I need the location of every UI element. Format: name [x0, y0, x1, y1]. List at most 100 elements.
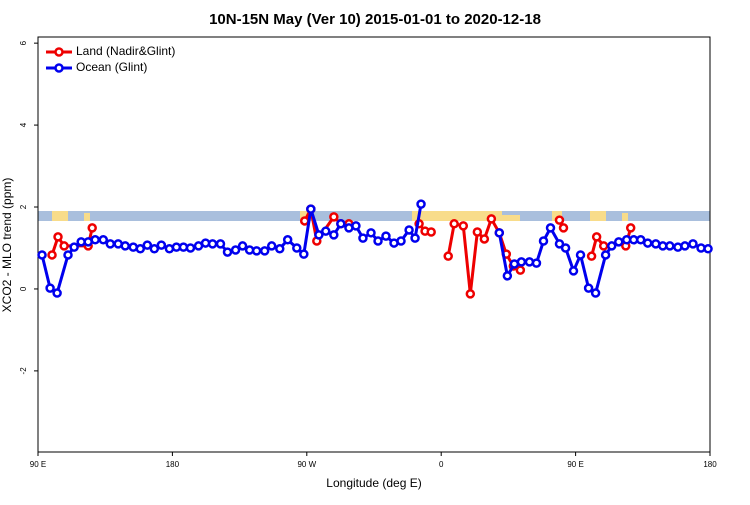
data-point	[237, 241, 248, 251]
data-point	[87, 223, 97, 233]
data-point	[366, 228, 376, 238]
strip-land	[412, 211, 502, 221]
data-point	[53, 232, 63, 242]
data-point	[531, 258, 542, 268]
strip-land	[84, 213, 90, 221]
x-tick-label: 180	[166, 460, 180, 469]
chart-title: 10N-15N May (Ver 10) 2015-01-01 to 2020-…	[209, 11, 541, 28]
data-point	[282, 235, 293, 245]
data-point	[568, 266, 579, 276]
data-point	[149, 244, 160, 254]
data-point	[515, 265, 526, 275]
data-point	[215, 239, 226, 249]
data-point	[396, 236, 406, 246]
data-point	[598, 241, 609, 251]
strip-land	[590, 211, 606, 221]
x-tick-label: 90 E	[30, 460, 46, 469]
y-axis-label: XCO2 - MLO trend (ppm)	[0, 178, 14, 313]
data-point	[502, 271, 513, 281]
x-axis-label: Longitude (deg E)	[326, 476, 421, 490]
data-point	[266, 241, 277, 251]
data-point	[299, 249, 309, 259]
data-point	[251, 246, 262, 256]
data-point	[554, 239, 565, 249]
data-point	[329, 230, 339, 240]
data-point	[458, 221, 469, 231]
data-point	[591, 232, 602, 242]
data-point	[486, 214, 497, 224]
data-point	[98, 235, 109, 245]
data-point	[259, 246, 270, 256]
data-point	[635, 235, 646, 245]
strip-land	[502, 215, 520, 221]
legend-marker	[54, 63, 64, 73]
data-point	[665, 241, 675, 251]
data-point	[688, 239, 698, 249]
data-point	[90, 235, 100, 245]
data-point	[45, 283, 55, 293]
data-point	[156, 240, 167, 250]
x-tick-label: 90 W	[297, 460, 316, 469]
y-tick-label: -2	[19, 367, 28, 375]
data-point	[47, 250, 57, 260]
data-point	[142, 240, 153, 250]
strip-land	[52, 211, 68, 221]
data-point	[642, 238, 653, 248]
data-point	[120, 241, 130, 251]
data-point	[329, 212, 339, 222]
y-tick-label: 4	[19, 122, 28, 127]
data-point	[63, 250, 73, 260]
data-point	[69, 242, 79, 252]
data-point	[443, 251, 453, 261]
y-tick-label: 6	[19, 40, 28, 45]
data-point	[135, 244, 146, 254]
data-point	[558, 223, 569, 233]
data-point	[207, 239, 218, 249]
strip-ocean	[38, 211, 710, 221]
x-tick-label: 90 E	[567, 460, 583, 469]
x-tick-label: 180	[703, 460, 717, 469]
data-point	[545, 223, 556, 233]
y-tick-label: 0	[19, 286, 28, 291]
data-point	[554, 215, 565, 225]
legend-label: Ocean (Glint)	[76, 60, 147, 74]
legend-label: Land (Nadir&Glint)	[76, 44, 175, 58]
data-point	[275, 244, 285, 254]
data-point	[185, 243, 196, 253]
data-point	[381, 231, 391, 241]
legend-marker	[54, 47, 64, 57]
data-point	[575, 250, 586, 260]
data-point	[472, 227, 483, 237]
data-point	[538, 236, 549, 246]
strip-land	[552, 211, 562, 221]
data-point	[37, 250, 47, 260]
data-point	[494, 228, 505, 238]
data-point	[614, 237, 624, 247]
data-point	[516, 257, 527, 267]
data-point	[410, 233, 420, 243]
strip-land	[622, 213, 628, 221]
data-point	[625, 223, 636, 233]
data-point	[680, 241, 690, 251]
data-point	[465, 289, 476, 299]
x-tick-label: 0	[439, 460, 444, 469]
data-point	[583, 283, 594, 293]
data-point	[222, 247, 233, 257]
data-point	[373, 236, 383, 246]
data-point	[306, 204, 316, 214]
data-point	[336, 219, 346, 229]
data-point	[404, 225, 414, 235]
data-point	[479, 234, 490, 244]
data-point	[351, 221, 361, 231]
data-point	[52, 288, 62, 298]
data-point	[600, 250, 611, 260]
data-point	[314, 230, 324, 240]
data-point	[230, 245, 241, 255]
data-point	[560, 243, 571, 253]
data-point	[606, 241, 617, 251]
data-point	[358, 233, 368, 243]
data-point	[703, 244, 713, 254]
data-point	[59, 241, 69, 251]
